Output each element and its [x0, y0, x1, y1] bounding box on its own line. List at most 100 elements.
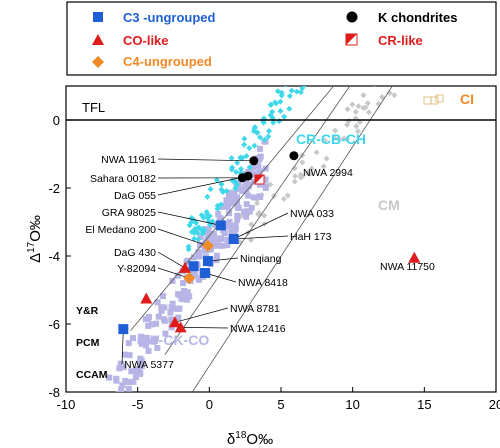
y-axis-title: Δ17O‰ [26, 215, 44, 263]
cv-ck-co-point [130, 378, 137, 385]
cr-cb-ch-point [229, 164, 236, 171]
legend-co-label: CO-like [123, 33, 169, 48]
cv-ck-co-point [256, 181, 263, 188]
x-title-sup: 18 [235, 430, 247, 441]
cr-cb-ch-point [251, 142, 258, 149]
cv-ck-co-point [207, 246, 214, 253]
cr-cb-ch-point [218, 181, 225, 188]
cv-ck-co-point [262, 165, 269, 172]
cr-cb-ch-point [214, 202, 221, 209]
cv-ck-co-point [224, 242, 231, 249]
group-label-crcbch: CR-CB-CH [296, 131, 366, 147]
annotation-leader [157, 251, 186, 269]
co-like-point [408, 251, 421, 263]
annotation-label: DaG 055 [114, 190, 156, 202]
cm-point [391, 77, 397, 83]
cv-ck-co-point [226, 218, 233, 225]
annotation-label: NWA 033 [290, 208, 334, 220]
cv-ck-co-point [215, 211, 222, 218]
cv-ck-co-point [242, 184, 249, 191]
cv-ck-co-point [255, 162, 262, 169]
cv-ck-co-point [169, 277, 176, 284]
cr-cb-ch-point [270, 119, 277, 126]
cv-ck-co-point [212, 221, 219, 228]
cv-ck-co-point [256, 193, 263, 200]
cv-ck-co-point [178, 295, 185, 302]
annotation-leader [121, 329, 124, 365]
annotation-leader [157, 267, 190, 279]
annotation-leader [233, 235, 289, 240]
cr-cb-ch-point [201, 227, 208, 234]
cv-ck-co-point [195, 274, 202, 281]
annotation-label: NWA 5377 [124, 359, 174, 371]
cm-point [391, 92, 398, 99]
cr-cb-ch-point [286, 105, 293, 112]
cm-point [313, 149, 320, 156]
cr-cb-ch-point [261, 136, 268, 143]
legend: C3 -ungrouped CO-like C4-ungrouped K cho… [92, 10, 457, 69]
cr-cb-ch-point [293, 88, 300, 95]
legend-c3-label: C3 -ungrouped [123, 10, 215, 25]
cv-ck-co-point [228, 228, 235, 235]
group-label-cm: CM [378, 197, 400, 213]
tfl-label: TFL [82, 100, 105, 115]
cv-ck-co-point [224, 202, 231, 209]
cv-ck-co-point [174, 272, 181, 279]
cr-cb-ch-point [246, 145, 253, 152]
cr-cb-ch-point [299, 86, 306, 92]
annotation-label: NWA 11750 [380, 261, 435, 273]
cr-like-point [254, 174, 265, 185]
cv-ck-co-point [128, 368, 135, 375]
cv-ck-co-point [224, 236, 231, 243]
y-axis: 0 -2 -4 -6 -8 [48, 113, 71, 400]
annotation-leader [157, 158, 254, 162]
cv-ck-co-point [243, 201, 250, 208]
annotation-leader [204, 272, 237, 283]
x-axis-title: δ18O‰ [227, 430, 273, 448]
cr-cb-ch-point [241, 141, 248, 148]
cv-ck-co-point [234, 204, 241, 211]
cv-ck-co-point [184, 289, 191, 296]
cv-ck-co-point [215, 242, 222, 249]
c3-ungrouped-point [188, 261, 199, 272]
cv-ck-co-point [145, 322, 152, 329]
cv-ck-co-point [232, 222, 239, 229]
cv-ck-co-point [180, 280, 187, 287]
cr-cb-ch-point [213, 177, 220, 184]
cv-ck-co-point [113, 377, 120, 384]
cv-ck-co-point [174, 305, 181, 312]
cr-cb-ch-point [204, 193, 211, 200]
cv-ck-co-point [132, 374, 139, 381]
cv-ck-co-point [190, 254, 197, 261]
cv-ck-co-point [145, 348, 152, 355]
cr-cb-ch-point [209, 218, 216, 225]
cr-cb-ch-point [287, 80, 293, 86]
cr-cb-ch-point [260, 119, 267, 126]
group-label-cv: CV-CK-CO [140, 332, 209, 348]
cv-ck-co-point [168, 324, 175, 331]
cr-cb-ch-point [267, 112, 274, 119]
x-tick-label: 10 [345, 397, 359, 412]
cv-ck-co-point [213, 252, 220, 259]
cv-ck-co-point [154, 299, 161, 306]
cv-ck-co-point [256, 145, 263, 152]
c3-ungrouped-point [228, 234, 239, 244]
cm-point [299, 159, 306, 166]
cr-cb-ch-point [293, 76, 299, 82]
cm-point [291, 178, 298, 185]
cm-point [383, 78, 389, 84]
cv-ck-co-point [229, 193, 236, 200]
line-label-yr: Y&R [76, 305, 99, 317]
cv-ck-co-point [106, 411, 112, 417]
cr-cb-ch-point [203, 209, 210, 216]
cm-point [292, 173, 299, 180]
cv-ck-co-point [158, 307, 165, 314]
cv-ck-co-point [191, 271, 198, 278]
cv-ck-co-point [246, 181, 253, 188]
cm-point [335, 136, 342, 143]
cm-point [304, 169, 311, 176]
cm-point [284, 192, 291, 199]
cv-ck-co-point [249, 171, 256, 178]
annotation-label: NWA 12416 [230, 323, 286, 335]
